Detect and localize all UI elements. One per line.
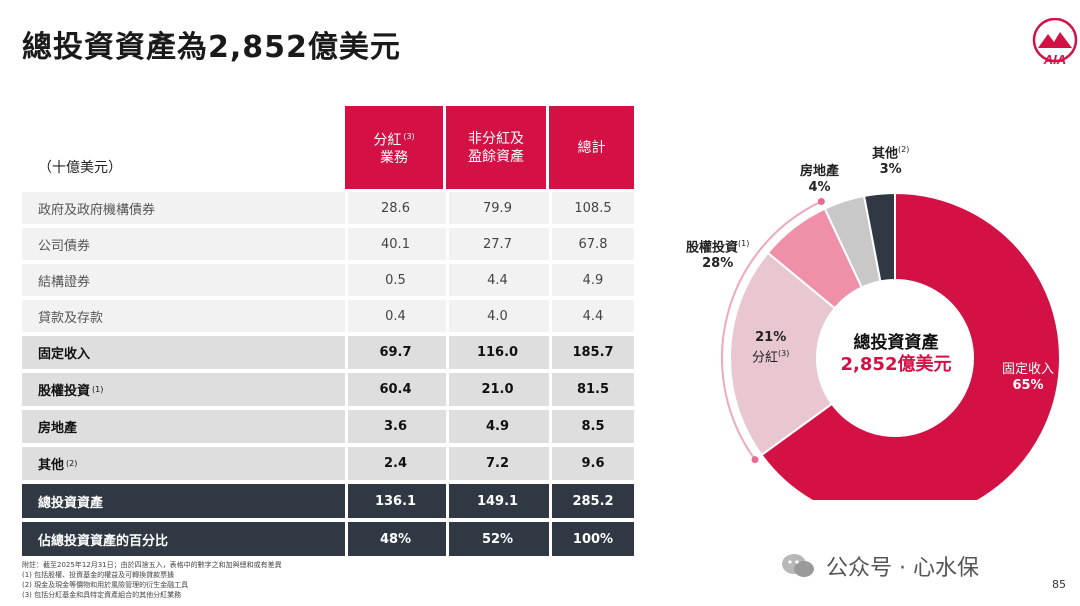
table-header-row: （十億美元） 分紅 (3) 業務 非分紅及 盈餘資產 總計	[22, 106, 634, 189]
slice-label-participating: 21% 分紅(3)	[752, 330, 790, 366]
row-value: 81.5	[549, 373, 634, 406]
row-value: 285.2	[549, 484, 634, 518]
row-value: 116.0	[446, 336, 546, 369]
aia-logo: AIA	[1032, 18, 1078, 67]
slice-label-real-estate: 房地產 4%	[800, 164, 840, 195]
table-row: 其他 (2) 2.4 7.2 9.6	[22, 447, 634, 482]
footnote-line: (1) 包括股權、投資基金的權益及可轉換貸款票據	[22, 571, 175, 579]
row-value: 40.1	[345, 228, 443, 260]
row-value: 79.9	[446, 192, 546, 224]
bracket-end-dot	[751, 456, 759, 464]
row-label: 政府及政府機構債券	[38, 202, 156, 218]
row-label: 貸款及存款	[38, 310, 104, 326]
table-row: 公司債券 40.1 27.7 67.8	[22, 228, 634, 262]
slice-label-equity: 股權投資(1) 28%	[686, 239, 750, 272]
donut-slice	[862, 191, 896, 283]
column-header-participating: 分紅 (3) 業務	[345, 106, 443, 189]
wechat-icon	[782, 554, 814, 577]
row-value: 149.1	[446, 484, 546, 518]
donut-center-value: 2,852億美元	[840, 354, 952, 375]
row-label: 結構證券	[38, 274, 91, 290]
asset-donut-chart	[721, 191, 1061, 500]
table-row: 佔總投資資產的百分比 48% 52% 100%	[22, 522, 634, 558]
row-value: 9.6	[549, 447, 634, 480]
donut-slice	[729, 251, 837, 457]
donut-center-title: 總投資資產	[853, 333, 939, 353]
footnote-line: (2) 現金及現金等價物和用於風險管理的衍生金融工具	[22, 581, 189, 589]
watermark-text: 公众号 · 心水保	[826, 556, 979, 581]
table-row: 政府及政府機構債券 28.6 79.9 108.5	[22, 192, 634, 226]
row-value: 4.4	[549, 300, 634, 332]
row-value: 69.7	[345, 336, 443, 369]
row-value: 0.5	[345, 264, 443, 296]
row-value: 67.8	[549, 228, 634, 260]
row-value: 108.5	[549, 192, 634, 224]
row-label: 總投資資產	[38, 495, 104, 511]
table-row: 房地產 3.6 4.9 8.5	[22, 410, 634, 445]
page-number: 85	[1052, 578, 1066, 591]
row-value: 27.7	[446, 228, 546, 260]
table-row: 結構證券 0.5 4.4 4.9	[22, 264, 634, 298]
footnote-line: 附註：截至2025年12月31日；由於四捨五入，表格中的數字之和加與總和或有差異	[22, 561, 282, 569]
table-row: 固定收入 69.7 116.0 185.7	[22, 336, 634, 371]
slice-label-others: 其他(2) 3%	[872, 145, 910, 178]
row-value: 4.9	[446, 410, 546, 443]
donut-slice	[760, 191, 1061, 500]
row-value: 4.4	[446, 264, 546, 296]
watermark: 公众号 · 心水保	[780, 550, 979, 582]
row-value: 3.6	[345, 410, 443, 443]
footnote-line: (3) 包括分紅基金和具特定資產組合的其他分紅業務	[22, 591, 182, 599]
table-row: 總投資資產 136.1 149.1 285.2	[22, 484, 634, 520]
row-label: 佔總投資資產的百分比	[38, 533, 169, 549]
row-value: 4.0	[446, 300, 546, 332]
row-value: 52%	[446, 522, 546, 556]
row-value: 136.1	[345, 484, 443, 518]
row-label: 股權投資 (1)	[38, 384, 104, 399]
column-header-total: 總計	[549, 106, 634, 189]
row-value: 4.9	[549, 264, 634, 296]
row-value: 21.0	[446, 373, 546, 406]
row-label: 其他 (2)	[38, 458, 78, 473]
table-row: 貸款及存款 0.4 4.0 4.4	[22, 300, 634, 334]
logo-text: AIA	[1043, 52, 1066, 67]
unit-label: （十億美元）	[38, 160, 122, 176]
row-value: 7.2	[446, 447, 546, 480]
row-label: 房地產	[38, 421, 78, 436]
equity-bracket-arc	[721, 200, 822, 461]
row-value: 60.4	[345, 373, 443, 406]
page-title: 總投資資產為2,852億美元	[22, 30, 401, 65]
row-value: 0.4	[345, 300, 443, 332]
row-label: 固定收入	[38, 347, 91, 362]
slice-label-fixed-income: 固定收入 65%	[1002, 362, 1055, 393]
column-header-non-participating: 非分紅及 盈餘資產	[446, 106, 546, 189]
footnotes: 附註：截至2025年12月31日；由於四捨五入，表格中的數字之和加與總和或有差異…	[22, 560, 282, 600]
table-row: 股權投資 (1) 60.4 21.0 81.5	[22, 373, 634, 408]
row-value: 2.4	[345, 447, 443, 480]
row-value: 48%	[345, 522, 443, 556]
row-value: 8.5	[549, 410, 634, 443]
row-value: 28.6	[345, 192, 443, 224]
row-label: 公司債券	[38, 238, 91, 254]
bracket-end-dot	[817, 197, 825, 205]
row-value: 100%	[549, 522, 634, 556]
row-value: 185.7	[549, 336, 634, 369]
